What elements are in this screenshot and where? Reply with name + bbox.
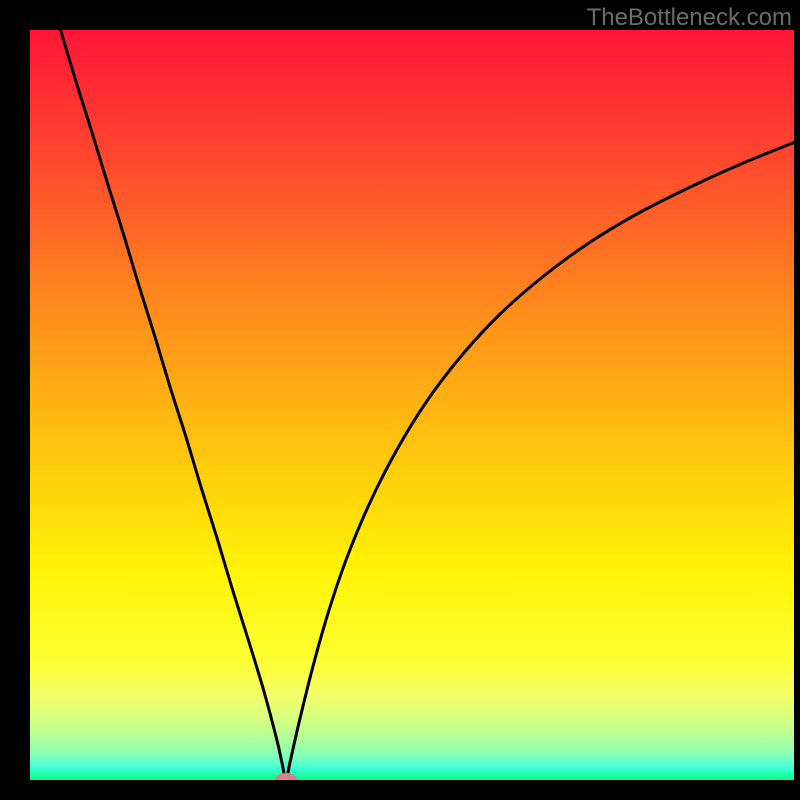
frame-border-left <box>0 0 30 800</box>
chart-background <box>30 30 794 780</box>
frame-border-bottom <box>0 780 800 800</box>
bottleneck-chart <box>0 0 800 800</box>
watermark-text: TheBottleneck.com <box>587 4 792 32</box>
frame-border-right <box>794 0 800 800</box>
